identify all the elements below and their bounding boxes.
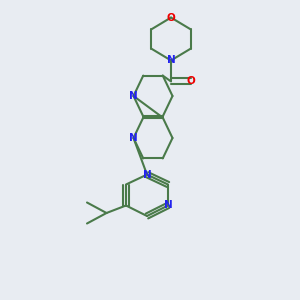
Text: N: N [142,169,152,180]
Text: N: N [167,56,176,65]
Text: O: O [167,13,176,22]
Text: N: N [164,200,172,211]
Text: N: N [129,133,138,143]
Text: N: N [129,91,138,101]
Text: O: O [186,76,195,86]
